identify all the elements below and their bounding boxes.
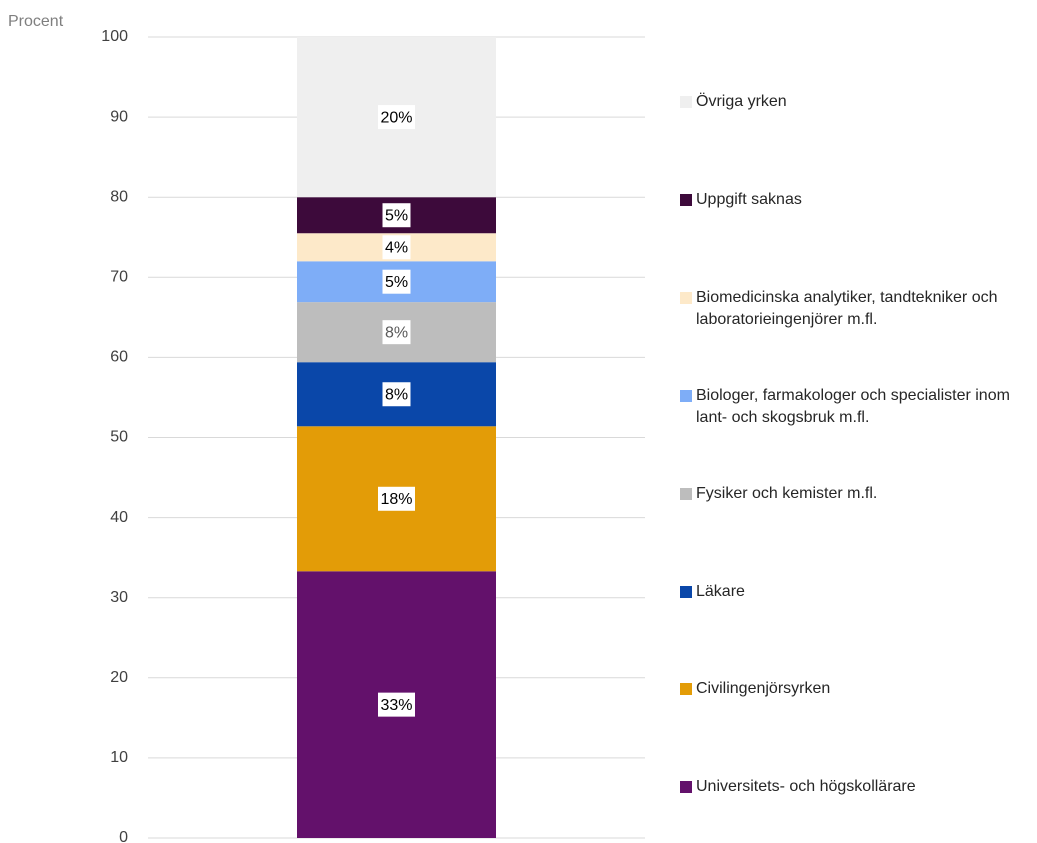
legend-swatch — [680, 585, 692, 598]
y-tick-label: 90 — [110, 108, 128, 125]
legend-label: Uppgift saknas — [696, 190, 802, 208]
legend-swatch — [680, 683, 692, 696]
legend-item: Övriga yrken — [680, 91, 1030, 113]
legend-label: Fysiker och kemister m.fl. — [696, 484, 878, 502]
legend-swatch — [680, 781, 692, 794]
data-label: 18% — [380, 491, 412, 508]
data-label-box — [382, 203, 411, 228]
legend-item: Biomedicinska analytiker, tandtekniker o… — [680, 287, 1030, 331]
legend-label: Biologer, farmakologer och specialister … — [696, 386, 1010, 426]
legend-swatch — [680, 193, 692, 206]
legend-label: Universitets- och högskollärare — [696, 778, 916, 796]
data-label: 8% — [385, 324, 408, 341]
legend-item: Universitets- och högskollärare — [680, 776, 1030, 798]
y-tick-label: 70 — [110, 269, 128, 286]
y-axis-label: Procent — [8, 13, 64, 30]
legend-label: Övriga yrken — [696, 93, 787, 110]
data-label: 5% — [385, 207, 408, 224]
data-label: 5% — [385, 274, 408, 291]
y-tick-label: 60 — [110, 349, 128, 366]
y-tick-label: 50 — [110, 429, 128, 446]
data-label-box — [382, 382, 411, 407]
data-label-box — [382, 320, 411, 345]
data-label: 8% — [385, 386, 408, 403]
y-tick-label: 100 — [101, 28, 128, 45]
legend-swatch — [680, 291, 692, 304]
legend-label: Biomedicinska analytiker, tandtekniker o… — [696, 288, 998, 328]
legend-item: Uppgift saknas — [680, 189, 1030, 211]
data-label: 20% — [380, 109, 412, 126]
y-tick-label: 10 — [110, 749, 128, 766]
data-label-box — [378, 105, 415, 130]
legend-swatch — [680, 487, 692, 500]
data-label-box — [382, 235, 411, 260]
data-label-box — [378, 486, 415, 511]
legend-item: Civilingenjörsyrken — [680, 678, 1030, 700]
y-tick-label: 30 — [110, 589, 128, 606]
legend-label: Läkare — [696, 582, 745, 600]
legend-item: Biologer, farmakologer och specialister … — [680, 385, 1030, 429]
y-tick-label: 80 — [110, 188, 128, 205]
legend-item: Fysiker och kemister m.fl. — [680, 483, 1030, 505]
data-label: 33% — [380, 697, 412, 714]
data-label-box — [382, 269, 411, 294]
legend-swatch — [680, 389, 692, 402]
legend-swatch — [680, 96, 692, 108]
data-label: 4% — [385, 239, 408, 256]
legend-item: Läkare — [680, 581, 1030, 603]
y-tick-label: 0 — [119, 829, 128, 843]
y-tick-label: 40 — [110, 509, 128, 526]
y-tick-label: 20 — [110, 669, 128, 686]
data-label-box — [378, 692, 415, 717]
legend-label: Civilingenjörsyrken — [696, 680, 831, 698]
